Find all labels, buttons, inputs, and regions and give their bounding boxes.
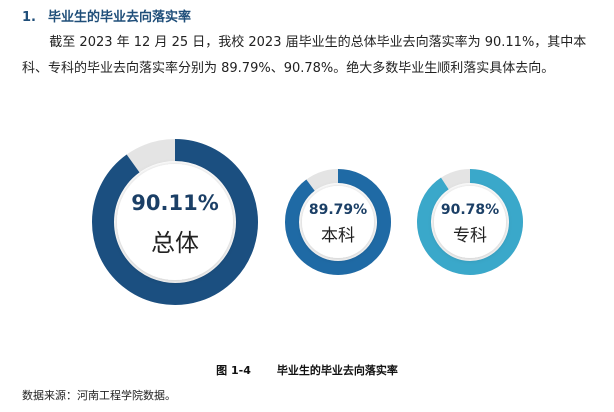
ring-arc <box>92 139 258 305</box>
value-label: 90.11% <box>131 191 218 215</box>
ring-arc <box>417 169 523 275</box>
value-label: 89.79% <box>309 202 367 218</box>
ring-arc <box>285 169 391 275</box>
heading-number: 1. <box>22 10 36 25</box>
ring-center <box>117 164 233 280</box>
item-name: 专科 <box>453 226 487 246</box>
item-name: 总体 <box>151 229 199 257</box>
heading-title: 毕业生的毕业去向落实率 <box>48 10 192 25</box>
value-label: 90.78% <box>441 202 499 218</box>
heading: 1. 毕业生的毕业去向落实率 <box>22 6 191 25</box>
ring-center <box>434 186 506 258</box>
item-name: 本科 <box>321 226 355 246</box>
ring-center <box>302 186 374 258</box>
paragraph: 截至 2023 年 12 月 25 日，我校 2023 届毕业生的总体毕业去向落… <box>22 35 587 76</box>
source: 数据来源：河南工程学院数据。 <box>22 389 176 402</box>
caption: 图 1-4 毕业生的毕业去向落实率 <box>0 362 614 378</box>
caption-number: 图 1-4 <box>216 364 251 377</box>
caption-title: 毕业生的毕业去向落实率 <box>276 364 398 377</box>
